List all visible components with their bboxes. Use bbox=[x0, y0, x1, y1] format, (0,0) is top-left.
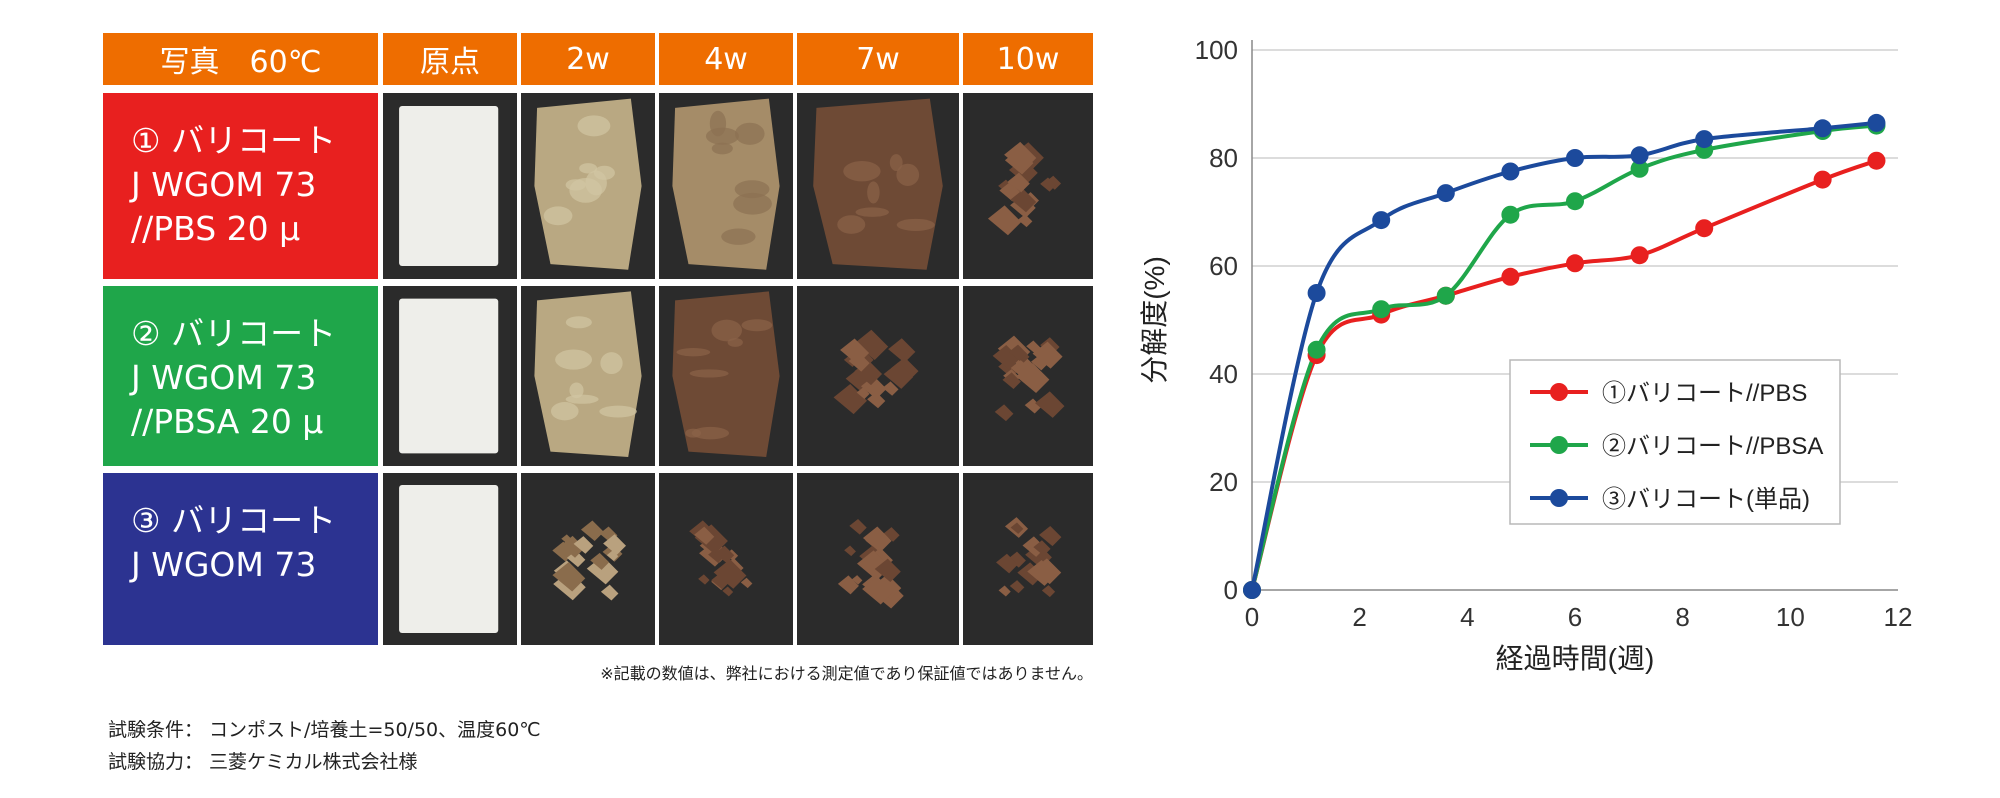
data-point bbox=[1813, 119, 1832, 138]
sample-image bbox=[672, 291, 780, 457]
header-cell: 10w bbox=[963, 33, 1093, 85]
data-point bbox=[1630, 146, 1649, 165]
y-tick-label: 80 bbox=[1209, 143, 1238, 173]
x-tick-label: 8 bbox=[1675, 602, 1689, 632]
legend-marker bbox=[1550, 436, 1568, 454]
data-point bbox=[1372, 300, 1391, 319]
data-point bbox=[1501, 267, 1520, 286]
x-tick-label: 6 bbox=[1568, 602, 1582, 632]
y-axis-label: 分解度(%) bbox=[1139, 256, 1170, 384]
data-point bbox=[1307, 284, 1326, 302]
data-point bbox=[1501, 205, 1520, 224]
sample-label-line: ② バリコート bbox=[131, 314, 337, 353]
sample-image bbox=[672, 98, 780, 270]
data-point bbox=[1813, 170, 1832, 189]
sample-label-line: //PBS 20 μ bbox=[131, 209, 301, 248]
data-point bbox=[1630, 159, 1649, 178]
sample-photo bbox=[963, 286, 1093, 466]
test-cooperation: 試験協力： 三菱ケミカル株式会社様 bbox=[108, 751, 418, 773]
x-tick-label: 10 bbox=[1776, 602, 1805, 632]
sample-photo bbox=[521, 93, 655, 279]
sample-photo bbox=[383, 93, 517, 279]
sample-photo bbox=[659, 473, 793, 645]
x-tick-label: 12 bbox=[1884, 602, 1913, 632]
sample-photo bbox=[659, 93, 793, 279]
data-point bbox=[1867, 113, 1886, 132]
data-point bbox=[1372, 211, 1391, 230]
x-tick-label: 0 bbox=[1245, 602, 1259, 632]
x-tick-label: 4 bbox=[1460, 602, 1474, 632]
sample-photo bbox=[659, 286, 793, 466]
sample-image bbox=[399, 485, 499, 633]
sample-image bbox=[837, 518, 904, 609]
data-point bbox=[1307, 340, 1326, 359]
x-tick-label: 2 bbox=[1352, 602, 1366, 632]
sample-image bbox=[399, 106, 499, 266]
sample-label-line: J WGOM 73 bbox=[131, 545, 317, 584]
sample-image bbox=[833, 329, 919, 415]
sample-label-line: ① バリコート bbox=[131, 121, 337, 160]
sample-image bbox=[534, 98, 642, 270]
sample-image bbox=[399, 298, 499, 454]
data-point bbox=[1566, 149, 1584, 167]
sample-label-line: ③ バリコート bbox=[131, 501, 337, 540]
sample-label: ② バリコート J WGOM 73 //PBSA 20 μ bbox=[103, 286, 378, 466]
data-point bbox=[1436, 286, 1455, 305]
degradation-chart: 0 20 40 60 80 100 0 2 4 6 8 10 12 経過時間(週) 分解度(%) ①バリコート… bbox=[1139, 35, 1913, 674]
data-point bbox=[1695, 130, 1714, 149]
sample-photo bbox=[963, 93, 1093, 279]
sample-photo bbox=[383, 286, 517, 466]
sample-photo bbox=[797, 93, 959, 279]
header-cell: 2w bbox=[521, 33, 655, 85]
sample-label-line: J WGOM 73 bbox=[131, 165, 317, 204]
legend-marker bbox=[1550, 489, 1568, 507]
sample-image bbox=[534, 291, 642, 457]
data-point bbox=[1501, 162, 1520, 181]
header-cell: 4w bbox=[659, 33, 793, 85]
sample-photo bbox=[521, 286, 655, 466]
data-point bbox=[1243, 581, 1261, 599]
data-point bbox=[1695, 219, 1714, 238]
sample-photo bbox=[797, 286, 959, 466]
sample-photo bbox=[963, 473, 1093, 645]
y-tick-label: 20 bbox=[1209, 467, 1238, 497]
sample-image bbox=[996, 517, 1062, 598]
sample-label: ① バリコート J WGOM 73 //PBS 20 μ bbox=[103, 93, 378, 279]
legend-marker bbox=[1550, 383, 1568, 401]
header-cell: 写真 60℃ bbox=[103, 33, 378, 85]
legend-label: ③バリコート(単品) bbox=[1602, 486, 1810, 513]
y-tick-label: 40 bbox=[1209, 359, 1238, 389]
header-cell: 7w bbox=[797, 33, 959, 85]
data-point bbox=[1630, 246, 1649, 265]
data-point bbox=[1566, 192, 1584, 211]
sample-image bbox=[552, 520, 626, 601]
x-axis-label: 経過時間(週) bbox=[1496, 643, 1655, 674]
legend-label: ①バリコート//PBS bbox=[1602, 380, 1807, 407]
sample-image bbox=[689, 520, 753, 597]
data-point bbox=[1566, 254, 1584, 273]
sample-photo bbox=[383, 473, 517, 645]
data-point bbox=[1436, 184, 1455, 203]
sample-photo bbox=[797, 473, 959, 645]
sample-image bbox=[992, 335, 1065, 422]
y-tick-label: 100 bbox=[1195, 35, 1238, 65]
test-conditions: 試験条件： コンポスト/培養土=50/50、温度60℃ bbox=[108, 719, 541, 741]
sample-image bbox=[813, 98, 943, 270]
header-cell: 原点 bbox=[383, 33, 517, 85]
legend-label: ②バリコート//PBSA bbox=[1602, 433, 1823, 460]
disclaimer-note: ※記載の数値は、弊社における測定値であり保証値ではありません。 bbox=[600, 664, 1093, 683]
sample-label: ③ バリコート J WGOM 73 bbox=[103, 473, 378, 645]
sample-label-line: //PBSA 20 μ bbox=[131, 402, 324, 441]
data-point bbox=[1867, 151, 1886, 170]
sample-label-line: J WGOM 73 bbox=[131, 358, 317, 397]
y-tick-label: 0 bbox=[1224, 575, 1238, 605]
photo-table: 写真 60℃ 原点 2w 4w 7w 10w ① バリコート J WGOM 73 //PBS 2… bbox=[103, 33, 1093, 645]
sample-photo bbox=[521, 473, 655, 645]
sample-image bbox=[987, 141, 1062, 236]
y-tick-label: 60 bbox=[1209, 251, 1238, 281]
